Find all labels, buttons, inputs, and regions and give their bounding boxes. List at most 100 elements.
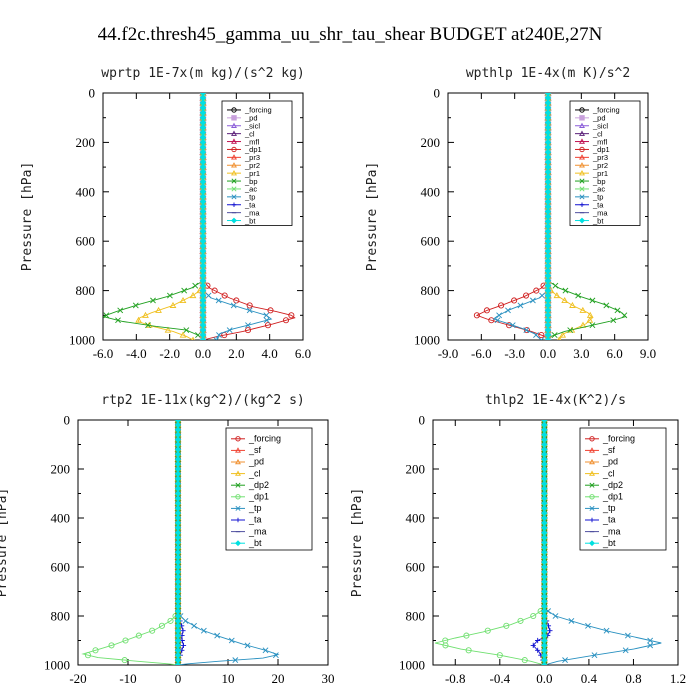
data-point <box>245 322 251 329</box>
data-point <box>200 93 206 96</box>
legend-label: _pd <box>244 114 258 123</box>
y-tick-label: 200 <box>76 135 96 150</box>
legend-marker <box>579 130 585 136</box>
panel-title: thlp2 1E-4x(K^2)/s <box>485 393 626 408</box>
legend-label: _bt <box>248 538 262 548</box>
y-axis-label: Pressure [hPa] <box>365 162 380 272</box>
x-tick-label: 10 <box>222 671 235 686</box>
x-tick-label: -0.8 <box>445 671 466 686</box>
x-tick-label: -20 <box>69 671 86 686</box>
series-line <box>543 420 662 665</box>
y-axis-label: Pressure [hPa] <box>20 162 35 272</box>
data-point <box>535 637 541 644</box>
legend-entry: _cl <box>227 129 255 138</box>
legend-label: _ma <box>602 526 621 536</box>
data-point <box>511 297 518 304</box>
legend-label: _ac <box>592 185 605 194</box>
x-tick-label: 3.0 <box>573 346 589 361</box>
legend-entry: _pr2 <box>575 161 608 170</box>
legend-label: _tp <box>602 503 616 513</box>
legend-label: _forcing <box>248 434 281 444</box>
data-point <box>557 336 562 340</box>
legend-label: _bp <box>244 177 258 186</box>
x-tick-label: 0.0 <box>536 671 552 686</box>
data-point <box>205 292 212 299</box>
legend-label: _ta <box>248 515 262 525</box>
data-point <box>195 332 201 338</box>
legend-marker <box>579 217 585 224</box>
y-tick-label: 400 <box>51 511 71 526</box>
y-tick-label: 1000 <box>414 333 440 348</box>
data-point <box>591 652 598 659</box>
data-point <box>191 622 197 629</box>
legend-entry: _mfl <box>575 137 608 146</box>
data-point <box>503 622 510 629</box>
data-point <box>211 287 218 294</box>
data-point <box>263 312 270 319</box>
legend-entry: _pr1 <box>575 169 608 178</box>
data-point <box>483 307 490 314</box>
legend-entry: _ta <box>585 515 616 525</box>
plot-area <box>435 420 662 665</box>
data-point <box>174 661 182 665</box>
data-point <box>473 312 480 319</box>
legend-marker <box>231 154 237 160</box>
data-point <box>621 312 628 319</box>
legend-label: _ma <box>248 526 267 536</box>
legend-label: _tp <box>248 503 262 513</box>
legend-entry: _tp <box>231 503 262 513</box>
legend-entry: _forcing <box>227 106 272 115</box>
y-tick-label: 800 <box>76 283 96 298</box>
legend-label: _dp1 <box>244 145 262 154</box>
legend-marker <box>235 540 241 547</box>
legend-marker <box>579 115 585 121</box>
data-point <box>244 327 252 334</box>
legend-label: _bt <box>602 538 616 548</box>
data-point <box>494 317 501 324</box>
x-tick-label: -0.4 <box>490 671 511 686</box>
legend-entry: _dp1 <box>585 492 623 502</box>
series-bt <box>544 93 552 340</box>
data-point <box>92 647 99 654</box>
legend-marker <box>231 115 237 121</box>
series-dp1 <box>435 420 548 665</box>
data-point <box>191 336 195 340</box>
legend-entry: _sicl <box>227 121 260 130</box>
legend-marker <box>235 517 241 523</box>
legend-label: _forcing <box>244 106 272 115</box>
data-point <box>142 311 149 318</box>
data-point <box>282 317 290 324</box>
legend-entry: _ma <box>227 208 260 217</box>
data-point <box>533 287 540 294</box>
x-tick-label: -6.0 <box>471 346 492 361</box>
legend-label: _pr2 <box>592 161 608 170</box>
data-point <box>182 617 189 624</box>
legend-marker <box>231 162 237 168</box>
legend-marker <box>231 178 237 184</box>
legend-marker <box>231 186 237 192</box>
legend-label: _sicl <box>244 121 260 130</box>
legend-marker <box>231 107 237 113</box>
data-point <box>175 420 181 423</box>
y-tick-label: 800 <box>51 609 71 624</box>
legend-entry: _cl <box>575 129 603 138</box>
data-point <box>488 317 495 324</box>
legend-marker <box>589 540 595 547</box>
y-tick-label: 600 <box>76 234 96 249</box>
y-tick-label: 400 <box>406 511 426 526</box>
legend-marker <box>579 146 585 153</box>
legend-entry: _pr2 <box>227 161 260 170</box>
x-tick-label: 20 <box>272 671 285 686</box>
data-point <box>214 632 221 639</box>
data-point <box>539 292 545 299</box>
data-point <box>505 307 511 314</box>
x-tick-label: -3.0 <box>504 346 525 361</box>
data-point <box>288 312 295 319</box>
legend-entry: _ma <box>231 526 267 536</box>
legend-marker <box>231 138 237 144</box>
legend-marker <box>235 458 241 465</box>
data-point <box>84 652 92 659</box>
data-point <box>585 622 591 629</box>
data-point <box>108 642 115 649</box>
legend-label: _dp1 <box>592 145 610 154</box>
